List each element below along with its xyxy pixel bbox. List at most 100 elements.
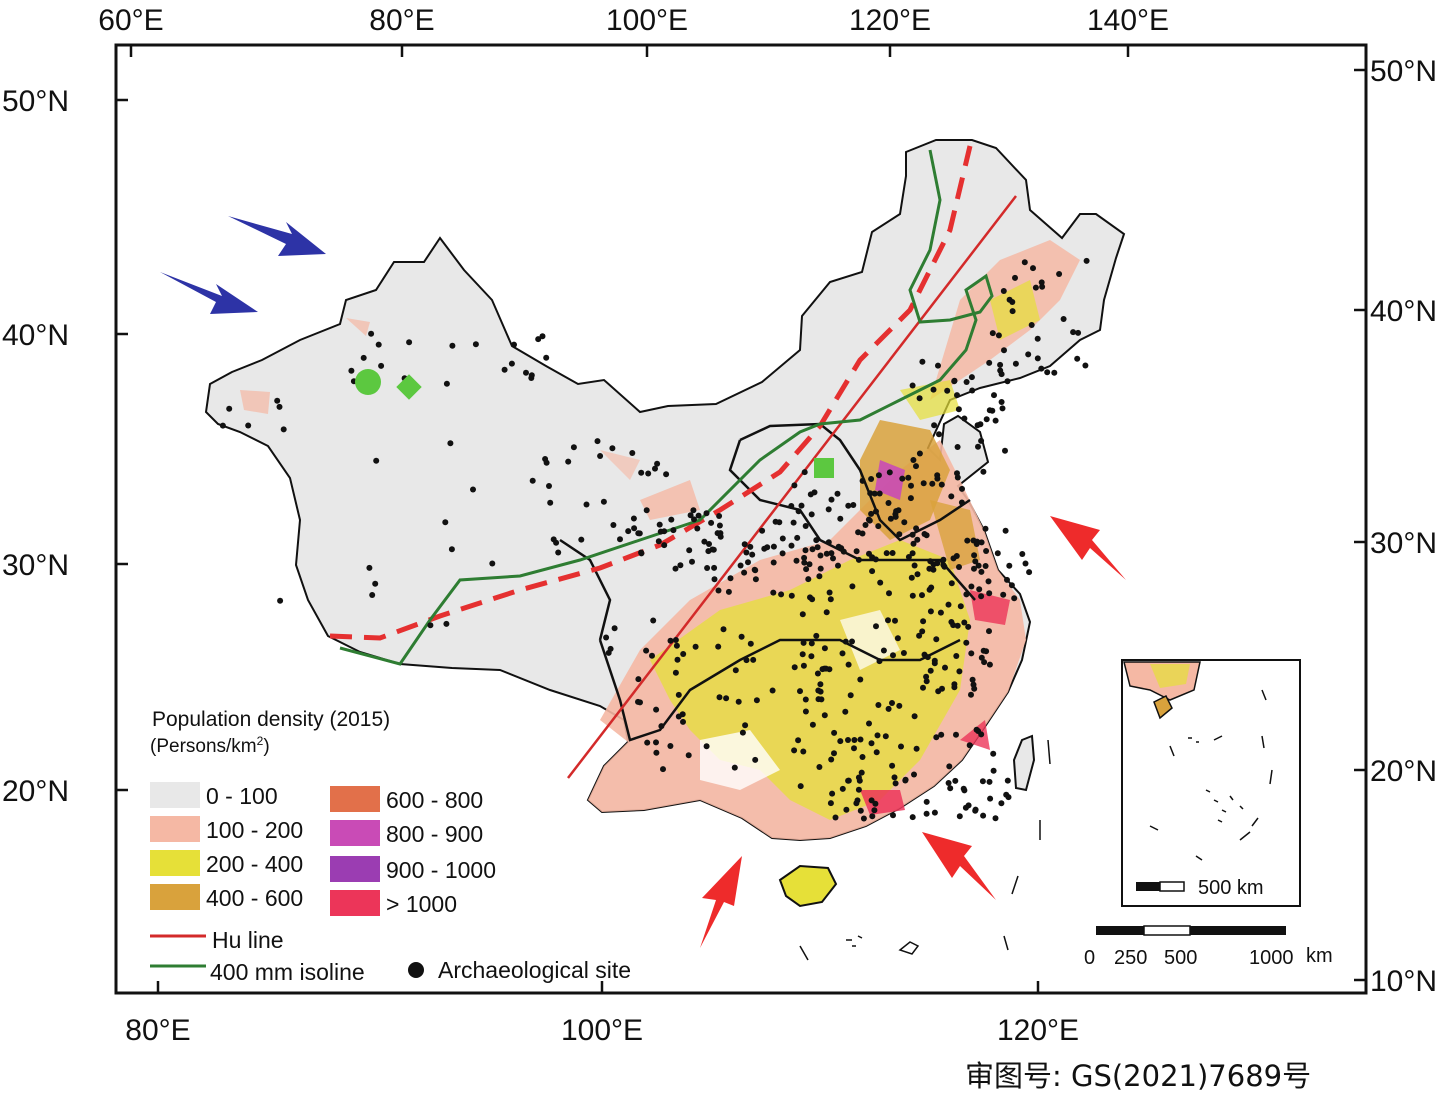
archaeological-site-dot [947,785,954,792]
archaeological-site-dot [725,588,732,595]
archaeological-site-dot [935,362,941,369]
archaeological-site-dot [913,463,919,470]
archaeological-site-dot [653,749,660,756]
archaeological-site-dot [547,499,554,506]
hainan-island [778,864,838,908]
archaeological-site-dot [989,407,996,414]
archaeological-site-dot [738,633,745,640]
red-arrow-east [1050,516,1126,580]
archaeological-site-dot [827,800,834,807]
archaeological-site-dot [963,591,970,598]
archaeological-site-dot [280,426,287,433]
archaeological-site-dot [600,498,607,505]
archaeological-site-dot [795,508,802,515]
scale-label-0: 0 [1084,947,1095,969]
archaeological-site-dot [930,566,937,573]
legend-class-label: 100 - 200 [206,817,303,843]
archaeological-site-dot [979,778,986,785]
archaeological-site-dot [375,341,382,348]
archaeological-site-dot [835,543,842,550]
archaeological-site-dot [978,654,985,661]
archaeological-site-dot [1051,369,1058,376]
archaeological-site-dot [855,786,862,793]
archaeological-site-dot [617,536,623,543]
archaeological-site-dot [948,580,955,587]
archaeological-site-dot [923,673,930,680]
archaeological-site-dot [546,483,552,489]
archaeological-site-dot [1006,296,1013,303]
archaeological-site-dot [927,608,934,615]
archaeological-site-dot [973,541,980,547]
archaeological-site-dot [770,559,777,566]
archaeological-site-dot [809,721,816,728]
archaeological-site-dot [674,656,681,663]
archaeological-site-dot [905,474,912,481]
archaeological-site-dot [876,658,883,665]
archaeological-site-dot [982,525,989,532]
archaeological-site-dot [539,333,546,340]
archaeological-site-dot [857,676,864,683]
archaeological-site-dot [876,490,883,497]
archaeological-site-dot [944,387,951,394]
archaeological-site-dot [913,525,920,532]
archaeological-site-dot [813,537,820,544]
archaeological-site-dot [1002,447,1008,454]
map-approval-number: 审图号: GS(2021)7689号 [965,1059,1312,1093]
archaeological-site-dot [914,536,921,543]
archaeological-site-dot [1012,360,1019,367]
archaeological-site-dot [1002,527,1009,534]
isoline-400mm [339,149,994,666]
archaeological-site-dot [843,806,850,813]
archaeological-site-dot [373,457,380,464]
archaeological-site-dot [847,692,854,699]
archaeological-site-dot [956,564,962,570]
archaeological-site-dot [276,403,283,410]
archaeological-site-dot [978,731,985,738]
bottom-axis-label: 100°E [561,1014,643,1047]
archaeological-site-dot [936,431,942,438]
archaeological-site-dot [885,617,891,624]
right-axis-label: 30°N [1370,527,1437,560]
archaeological-site-dot [992,417,999,424]
archaeological-site-dot [686,547,693,554]
archaeological-site-dot [968,650,975,657]
archaeological-site-dot [638,549,645,556]
legend-site-label: Archaeological site [438,957,631,983]
archaeological-site-dot [799,651,806,658]
archaeological-site-dot [809,546,816,553]
archaeological-site-dot [815,696,822,703]
archaeological-site-dot [711,576,718,583]
archaeological-site-dot [799,611,806,618]
archaeological-site-dot [916,450,923,457]
archaeological-site-dot [830,555,836,562]
archaeological-site-dot [963,639,970,646]
archaeological-site-dot [972,806,979,813]
archaeological-site-dot [842,708,849,715]
archaeological-site-dot [954,622,961,629]
archaeological-site-dot [685,752,692,759]
archaeological-site-dot [657,528,664,535]
right-axis-label: 40°N [1370,295,1437,328]
archaeological-site-dot [764,544,771,551]
archaeological-site-dot [535,336,542,343]
archaeological-site-dot [887,515,894,522]
legend-class-label: 600 - 800 [386,787,483,813]
archaeological-site-dot [865,516,872,523]
archaeological-site-dot [832,814,839,821]
archaeological-site-dot [858,769,865,776]
archaeological-site-dot [797,688,803,695]
archaeological-site-dot [1019,551,1026,557]
legend: Population density (2015) (Persons/km2) … [150,708,631,985]
legend-unit: (Persons/km2) [150,734,270,757]
archaeological-site-dot [747,640,754,647]
archaeological-site-dot [813,632,820,639]
archaeological-site-dot [908,574,915,581]
archaeological-site-dot [689,558,695,565]
archaeological-site-dot [845,661,852,668]
archaeological-site-dot [894,635,901,642]
archaeological-site-dot [691,516,697,523]
archaeological-site-dot [886,469,893,476]
archaeological-site-dot [609,445,616,452]
archaeological-site-dot [940,556,947,563]
archaeological-site-dot [472,341,479,348]
